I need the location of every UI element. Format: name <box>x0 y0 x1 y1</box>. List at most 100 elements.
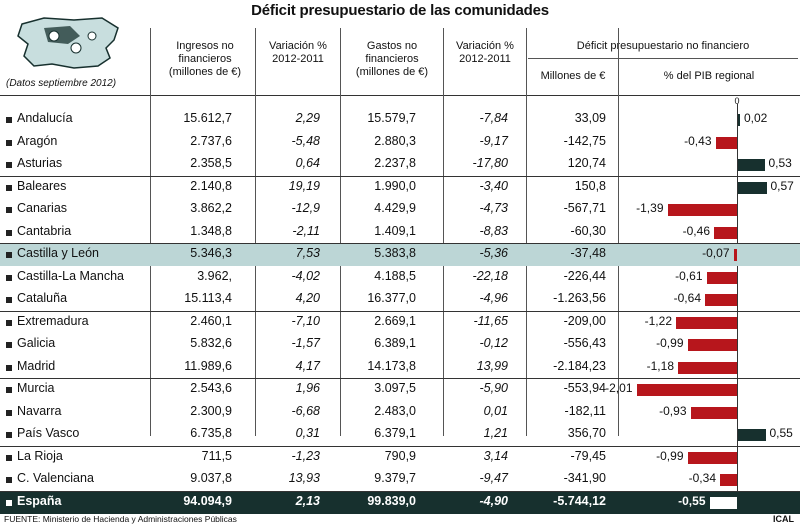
region-name: Andalucía <box>17 111 73 125</box>
table-row: Baleares 2.140,8 19,19 1.990,0 -3,40 150,8 0,5… <box>0 176 800 199</box>
region-name: Canarias <box>17 201 68 215</box>
table-row: Andalucía 15.612,7 2,29 15.579,7 -7,84 33,09 0… <box>0 108 800 131</box>
cell-col-3: 9.379,7 <box>374 471 416 485</box>
region-name: Cataluña <box>17 291 68 305</box>
cell-col-4: -8,83 <box>479 223 509 238</box>
cell-col-3: 2.237,8 <box>374 156 416 170</box>
cell-col-2: 19,19 <box>288 178 320 193</box>
column-divider <box>526 28 527 436</box>
cell-col-2: -5,48 <box>291 133 321 148</box>
cell-col-1: 3.862,2 <box>190 201 232 215</box>
cell-col-3: 2.669,1 <box>374 313 416 328</box>
column-divider <box>340 28 341 436</box>
cell-col-5: 150,8 <box>574 178 606 193</box>
cell-col-1: 2.737,6 <box>190 133 232 148</box>
row-bullet <box>6 297 12 303</box>
pib-bar-label: 0,55 <box>769 426 793 440</box>
cell-col-3: 4.188,5 <box>374 268 416 283</box>
pib-bar-label: -0,99 <box>656 336 684 350</box>
pib-bar-label: -0,43 <box>684 133 712 148</box>
pib-bar-label: 0,53 <box>768 156 792 170</box>
pib-bar-label: -0,46 <box>682 223 710 238</box>
row-bullet <box>6 387 12 393</box>
region-name: Castilla-La Mancha <box>17 268 124 283</box>
pib-bar <box>687 451 737 464</box>
cell-col-3: 15.579,7 <box>367 111 416 125</box>
cell-col-1: 2.358,5 <box>190 156 232 170</box>
row-group-divider <box>0 310 800 312</box>
cell-col-5: -226,44 <box>563 268 606 283</box>
cell-col-1: 15.612,7 <box>183 111 232 125</box>
cell-col-1: 11.989,6 <box>184 358 232 373</box>
row-bullet <box>6 184 12 191</box>
pib-bar <box>709 496 737 509</box>
row-bullet <box>6 252 12 258</box>
row-bullet <box>6 432 12 438</box>
cell-col-1: 9.037,8 <box>190 471 232 485</box>
region-name: Asturias <box>17 156 63 170</box>
region-name: Baleares <box>17 178 67 193</box>
pib-bar <box>706 271 737 284</box>
cell-col-3: 16.377,0 <box>367 291 416 305</box>
chart-title: Déficit presupuestario de las comunidade… <box>251 2 549 19</box>
cell-col-3: 2.483,0 <box>374 403 416 418</box>
row-group-divider <box>0 490 800 492</box>
region-name: Murcia <box>17 381 55 395</box>
region-name: Galicia <box>17 336 56 350</box>
table-row: Aragón 2.737,6 -5,48 2.880,3 -9,17 -142,75 -0,… <box>0 131 800 154</box>
region-name: Cantabria <box>17 223 72 238</box>
header-pib: % del PIB regional <box>663 70 755 82</box>
cell-col-5: -142,75 <box>563 133 606 148</box>
cell-col-5: -341,90 <box>563 471 606 485</box>
pib-bar <box>678 361 737 374</box>
header-deficit-group: Déficit presupuestario no financiero <box>576 40 750 52</box>
region-name: Navarra <box>17 403 62 418</box>
header-ingresos: Ingresos no financieros (millones de €) <box>168 40 242 78</box>
pib-bar-label: -0,55 <box>678 493 706 508</box>
cell-col-2: 4,17 <box>295 358 320 373</box>
row-bullet <box>6 207 12 213</box>
cell-col-2: 2,13 <box>295 493 320 508</box>
row-bullet <box>6 409 12 416</box>
cell-col-3: 1.990,0 <box>374 178 416 193</box>
cell-col-5: -567,71 <box>563 201 606 215</box>
pib-bar-label: -1,18 <box>646 358 674 373</box>
credit: ICAL <box>773 514 794 524</box>
region-name: La Rioja <box>17 448 63 463</box>
cell-col-4: -0,12 <box>479 336 509 350</box>
row-group-divider <box>0 243 800 244</box>
spain-map-icon <box>17 17 119 69</box>
column-divider <box>618 28 619 436</box>
row-group-divider <box>0 175 800 177</box>
cell-col-5: 356,70 <box>567 426 606 440</box>
cell-col-4: -3,40 <box>479 178 509 193</box>
row-group-divider <box>0 378 800 379</box>
table-row: La Rioja 711,5 -1,23 790,9 3,14 -79,45 -0,99 <box>0 446 800 469</box>
header-variacion-2: Variación % 2012-2011 <box>456 40 514 65</box>
pib-bar-label: -0,64 <box>673 291 701 305</box>
pib-bar-label: -0,93 <box>659 403 687 418</box>
region-name: C. Valenciana <box>17 471 94 485</box>
cell-col-2: 0,64 <box>295 156 320 170</box>
header-variacion-1: Variación % 2012-2011 <box>269 40 327 65</box>
cell-col-4: -17,80 <box>472 156 508 170</box>
row-bullet <box>6 162 12 168</box>
cell-col-1: 1.348,8 <box>190 223 232 238</box>
cell-col-5: -553,94 <box>563 381 606 395</box>
table-row: Castilla y León 5.346,3 7,53 5.383,8 -5,36 -3… <box>0 243 800 266</box>
table-row: Cataluña 15.113,4 4,20 16.377,0 -4,96 -1.263,… <box>0 288 800 311</box>
cell-col-4: -9,17 <box>479 133 509 148</box>
pib-bar-label: 0,57 <box>770 178 794 193</box>
cell-col-5: -209,00 <box>563 313 606 328</box>
cell-col-3: 4.429,9 <box>374 201 416 215</box>
table-row: Cantabria 1.348,8 -2,11 1.409,1 -8,83 -60,30 -… <box>0 221 800 244</box>
header-millones: Millones de € <box>540 70 606 82</box>
row-bullet <box>6 364 12 371</box>
pib-bar-label: 0,02 <box>744 111 768 125</box>
cell-col-4: -7,84 <box>479 111 509 125</box>
cell-col-4: -22,18 <box>472 268 508 283</box>
row-bullet <box>6 117 12 123</box>
table-row: Extremadura 2.460,1 -7,10 2.669,1 -11,65 -209… <box>0 311 800 334</box>
cell-col-2: -6,68 <box>291 403 321 418</box>
pib-bar <box>667 204 737 216</box>
